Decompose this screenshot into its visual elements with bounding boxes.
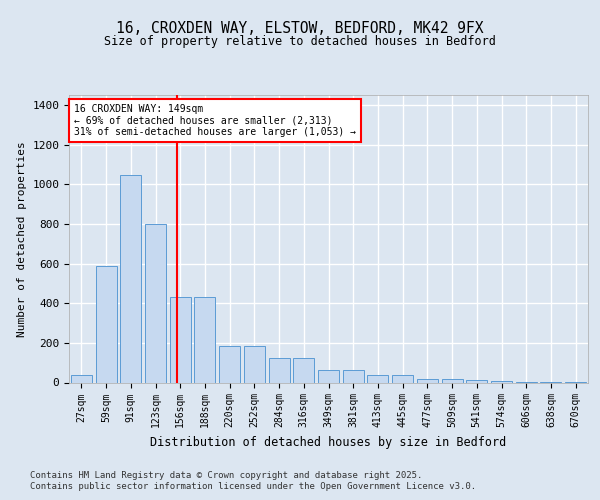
Bar	[491, 380, 512, 382]
Bar	[293, 358, 314, 382]
Text: Contains HM Land Registry data © Crown copyright and database right 2025.: Contains HM Land Registry data © Crown c…	[30, 471, 422, 480]
Bar	[417, 378, 438, 382]
Bar	[318, 370, 339, 382]
Y-axis label: Number of detached properties: Number of detached properties	[17, 141, 27, 336]
Text: 16, CROXDEN WAY, ELSTOW, BEDFORD, MK42 9FX: 16, CROXDEN WAY, ELSTOW, BEDFORD, MK42 9…	[116, 21, 484, 36]
Bar	[219, 346, 240, 383]
Bar	[194, 297, 215, 382]
Bar	[392, 374, 413, 382]
Text: Size of property relative to detached houses in Bedford: Size of property relative to detached ho…	[104, 35, 496, 48]
Bar	[71, 374, 92, 382]
X-axis label: Distribution of detached houses by size in Bedford: Distribution of detached houses by size …	[151, 436, 506, 449]
Bar	[170, 297, 191, 382]
Bar	[95, 266, 116, 382]
Bar	[120, 176, 141, 382]
Bar	[145, 224, 166, 382]
Bar	[466, 380, 487, 382]
Text: 16 CROXDEN WAY: 149sqm
← 69% of detached houses are smaller (2,313)
31% of semi-: 16 CROXDEN WAY: 149sqm ← 69% of detached…	[74, 104, 356, 137]
Bar	[269, 358, 290, 382]
Bar	[367, 374, 388, 382]
Text: Contains public sector information licensed under the Open Government Licence v3: Contains public sector information licen…	[30, 482, 476, 491]
Bar	[442, 378, 463, 382]
Bar	[244, 346, 265, 383]
Bar	[343, 370, 364, 382]
